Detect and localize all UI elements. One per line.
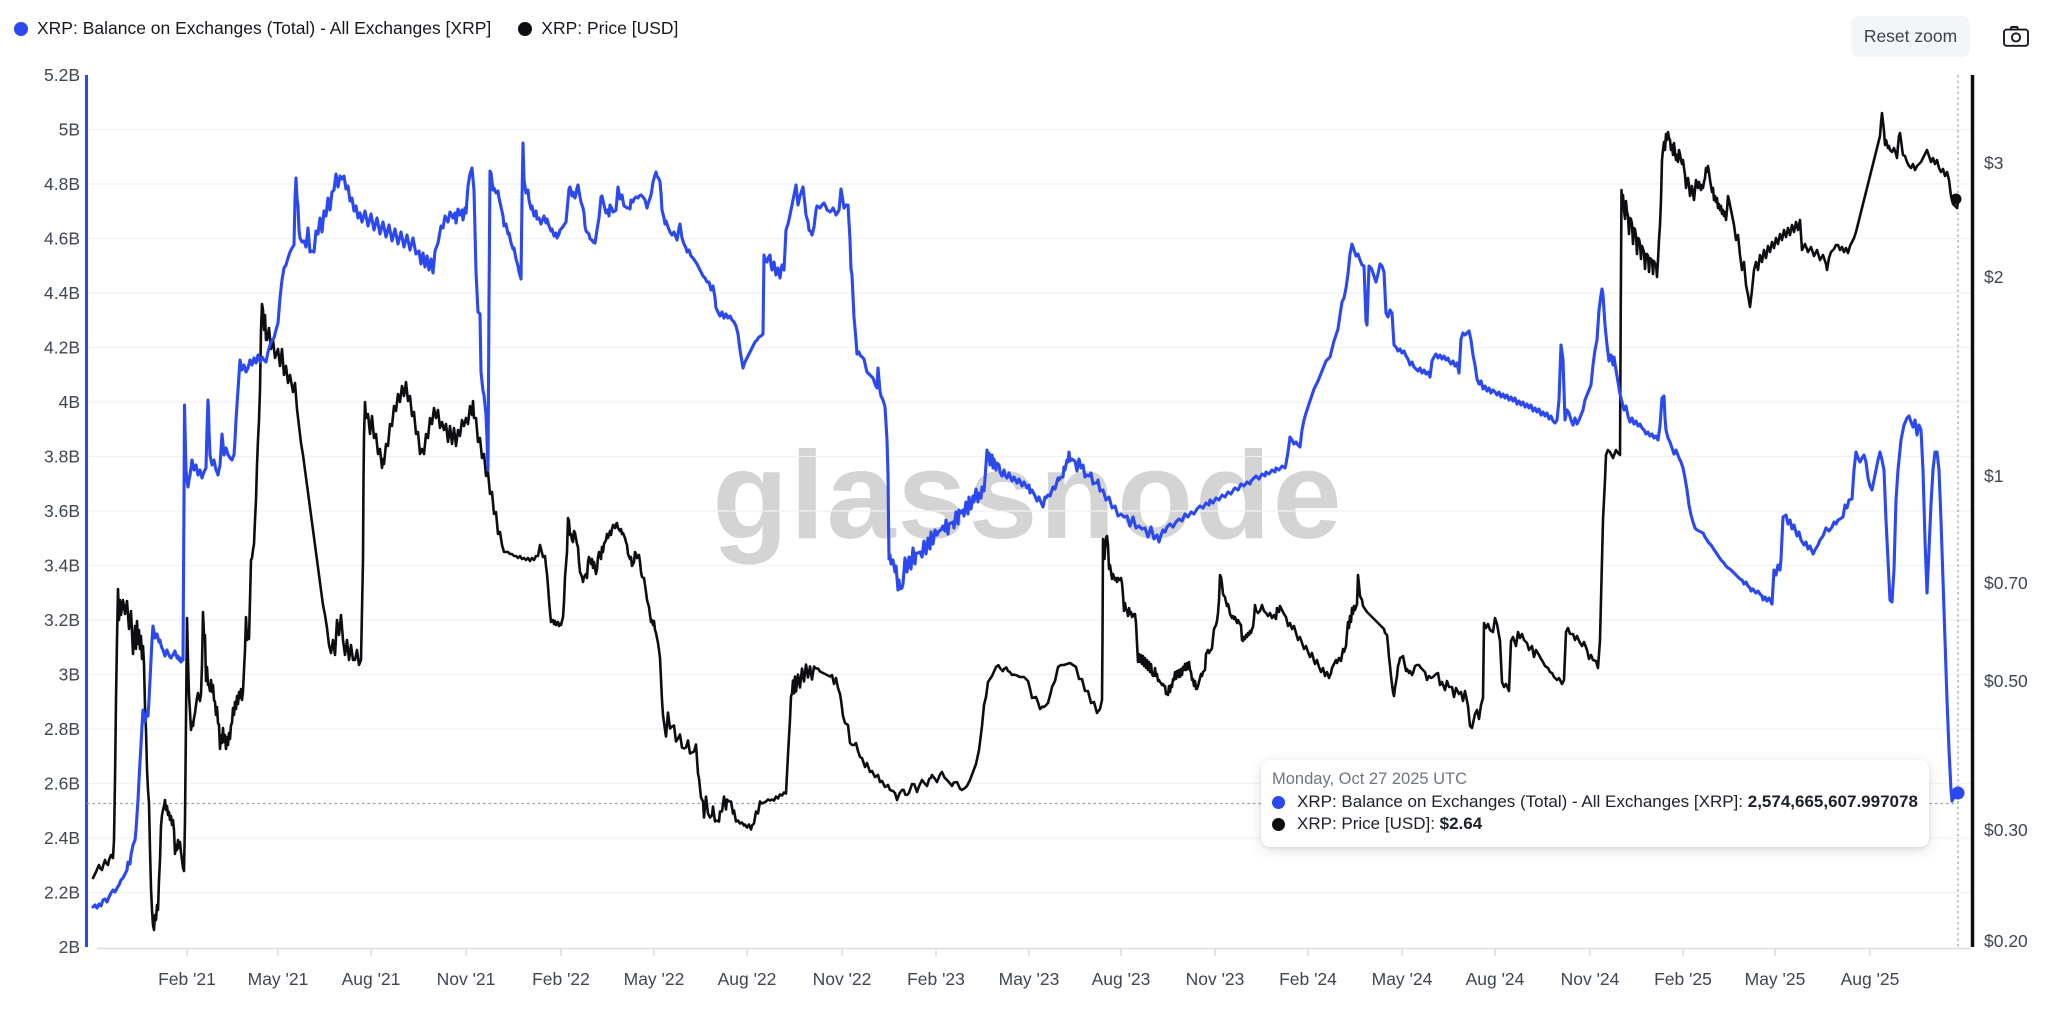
svg-text:4.2B: 4.2B (44, 338, 80, 358)
svg-text:Nov '23: Nov '23 (1186, 969, 1245, 989)
svg-text:4B: 4B (59, 392, 80, 412)
svg-text:5.2B: 5.2B (44, 65, 80, 85)
svg-text:2.4B: 2.4B (44, 828, 80, 848)
svg-text:2.8B: 2.8B (44, 719, 80, 739)
svg-text:$3: $3 (1984, 153, 2003, 173)
svg-text:$0.50: $0.50 (1984, 671, 2028, 691)
svg-text:$0.30: $0.30 (1984, 820, 2028, 840)
svg-text:Feb '24: Feb '24 (1279, 969, 1337, 989)
svg-text:Aug '23: Aug '23 (1092, 969, 1151, 989)
svg-text:4.6B: 4.6B (44, 229, 80, 249)
svg-text:3.6B: 3.6B (44, 501, 80, 521)
svg-text:Feb '21: Feb '21 (158, 969, 216, 989)
svg-text:May '24: May '24 (1372, 969, 1433, 989)
svg-text:3.8B: 3.8B (44, 447, 80, 467)
svg-text:3B: 3B (59, 665, 80, 685)
svg-text:3.2B: 3.2B (44, 610, 80, 630)
svg-text:May '23: May '23 (999, 969, 1060, 989)
svg-text:$1: $1 (1984, 466, 2003, 486)
svg-text:May '25: May '25 (1745, 969, 1806, 989)
svg-text:May '21: May '21 (248, 969, 309, 989)
svg-text:4.4B: 4.4B (44, 283, 80, 303)
svg-text:Nov '24: Nov '24 (1561, 969, 1620, 989)
svg-text:4.8B: 4.8B (44, 174, 80, 194)
svg-text:glassnode: glassnode (712, 427, 1343, 565)
svg-text:Feb '22: Feb '22 (532, 969, 590, 989)
svg-text:May '22: May '22 (624, 969, 685, 989)
svg-text:Aug '22: Aug '22 (718, 969, 777, 989)
svg-text:Aug '25: Aug '25 (1841, 969, 1900, 989)
svg-text:Feb '25: Feb '25 (1654, 969, 1712, 989)
svg-text:Nov '22: Nov '22 (813, 969, 872, 989)
svg-text:Nov '21: Nov '21 (437, 969, 496, 989)
svg-text:5B: 5B (59, 120, 80, 140)
svg-text:3.4B: 3.4B (44, 556, 80, 576)
svg-text:$0.70: $0.70 (1984, 573, 2028, 593)
svg-text:2.2B: 2.2B (44, 883, 80, 903)
svg-text:$2: $2 (1984, 267, 2003, 287)
svg-text:$0.20: $0.20 (1984, 931, 2028, 951)
svg-text:2B: 2B (59, 937, 80, 957)
svg-text:2.6B: 2.6B (44, 774, 80, 794)
svg-text:Aug '24: Aug '24 (1466, 969, 1525, 989)
svg-text:Aug '21: Aug '21 (342, 969, 401, 989)
svg-text:Feb '23: Feb '23 (907, 969, 965, 989)
